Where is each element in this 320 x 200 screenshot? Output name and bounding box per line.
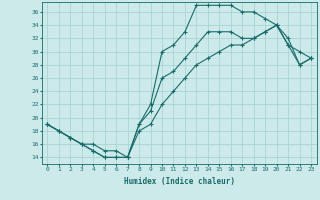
X-axis label: Humidex (Indice chaleur): Humidex (Indice chaleur) — [124, 177, 235, 186]
